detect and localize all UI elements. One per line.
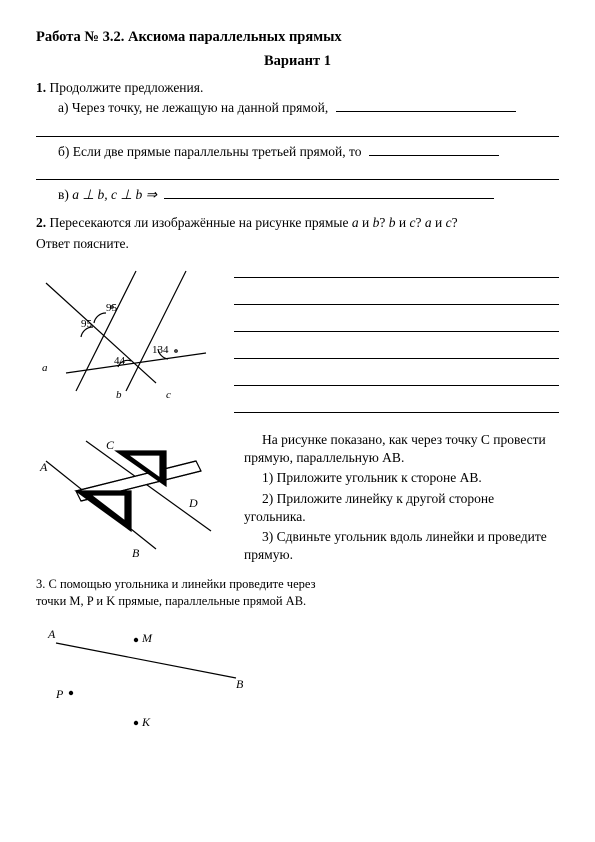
blank-line — [36, 165, 559, 180]
angle-134: 134 — [152, 344, 169, 356]
label-A: A — [39, 460, 48, 474]
label-P: P — [55, 687, 64, 701]
q3-text: 3. С помощью угольника и линейки проведи… — [36, 576, 336, 610]
instr-p0: На рисунке показано, как через точку C п… — [244, 431, 559, 467]
q1c-math: a ⊥ b, c ⊥ b ⇒ — [72, 187, 157, 202]
label-B: B — [132, 546, 140, 560]
blank-line — [234, 371, 559, 386]
worksheet-page: Работа № 3.2. Аксиома параллельных прямы… — [0, 0, 595, 842]
txt: и — [359, 215, 373, 230]
q2-num: 2. — [36, 215, 50, 230]
blank-line — [336, 99, 516, 112]
q2-answer-area — [234, 263, 559, 413]
instr-p1: 1) Приложите угольник к стороне AB. — [244, 469, 559, 487]
q1a: а) Через точку, не лежащую на данной пря… — [36, 99, 559, 117]
txt: и — [395, 215, 409, 230]
instr-p2: 2) Приложите линейку к другой стороне уг… — [244, 490, 559, 526]
blank-line — [234, 398, 559, 413]
q3-figure: A B M P K — [36, 618, 266, 738]
blank-line — [369, 143, 499, 156]
q1-lead: Продолжите предложения. — [50, 80, 204, 95]
q1c-pre: в) — [58, 187, 72, 202]
q2-figure: 95 95 44 134 a b c — [36, 263, 216, 403]
label-c: c — [166, 389, 171, 401]
q1: 1. Продолжите предложения. — [36, 79, 559, 97]
angle-44: 44 — [114, 355, 126, 367]
var-a2: a — [425, 215, 432, 230]
work-title: Работа № 3.2. Аксиома параллельных прямы… — [36, 28, 559, 48]
q1a-text: а) Через точку, не лежащую на данной пря… — [58, 100, 328, 115]
q2-text: Пересекаются ли изображённые на рисунке … — [50, 215, 352, 230]
var-a: a — [352, 215, 359, 230]
label-a: a — [42, 362, 48, 374]
construction-figure: A B C D — [36, 431, 226, 561]
q1b-text: б) Если две прямые параллельны третьей п… — [58, 144, 362, 159]
blank-line — [36, 122, 559, 137]
instr-p3: 3) Сдвиньте угольник вдоль линейки и про… — [244, 528, 559, 564]
q2: 2. Пересекаются ли изображённые на рисун… — [36, 214, 559, 232]
label-B: B — [236, 677, 244, 691]
blank-line — [234, 317, 559, 332]
label-b: b — [116, 389, 122, 401]
label-A: A — [47, 627, 56, 641]
q2-tail: Ответ поясните. — [36, 235, 559, 253]
q1-num: 1. — [36, 80, 50, 95]
blank-line — [164, 186, 494, 199]
q1c: в) a ⊥ b, c ⊥ b ⇒ — [36, 186, 559, 204]
variant-title: Вариант 1 — [36, 52, 559, 72]
blank-line — [234, 263, 559, 278]
txt: и — [432, 215, 446, 230]
txt: ? — [415, 215, 424, 230]
blank-line — [234, 344, 559, 359]
label-M: M — [141, 631, 153, 645]
label-D: D — [188, 496, 198, 510]
angle-95b: 95 — [81, 318, 93, 330]
angle-95a: 95 — [106, 302, 118, 314]
label-C: C — [106, 438, 115, 452]
txt: ? — [379, 215, 388, 230]
label-K: K — [141, 715, 151, 729]
q1b: б) Если две прямые параллельны третьей п… — [36, 143, 559, 161]
blank-line — [234, 290, 559, 305]
instruction-text: На рисунке показано, как через точку C п… — [244, 431, 559, 567]
txt: ? — [452, 215, 458, 230]
